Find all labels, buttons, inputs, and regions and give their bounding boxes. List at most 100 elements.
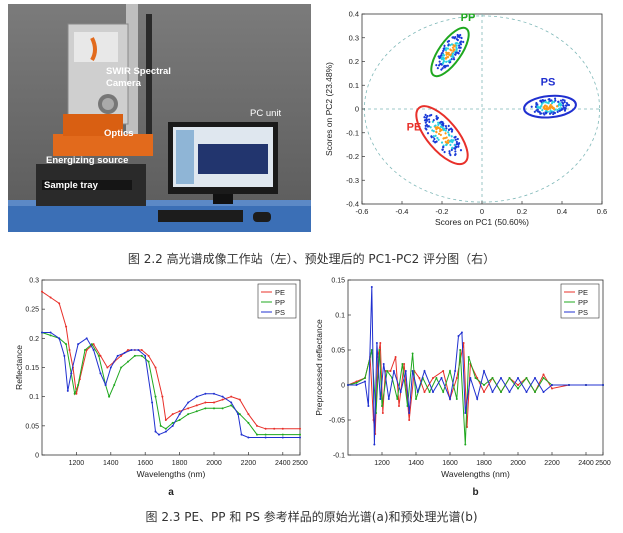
pre-y-tick-label: 0.1 xyxy=(335,313,345,320)
score-point xyxy=(430,135,433,138)
raw-x-tick-label: 1600 xyxy=(137,460,153,467)
raw-point-ps xyxy=(187,401,190,404)
pre-point-pp xyxy=(396,398,399,400)
pre-x-tick-label: 2400 xyxy=(578,460,594,467)
raw-point-pe xyxy=(49,296,52,299)
pre-x-tick-label: 1400 xyxy=(408,460,424,467)
score-point xyxy=(456,137,459,141)
score-point xyxy=(442,65,446,68)
raw-point-ps xyxy=(171,424,174,427)
pre-point-ps xyxy=(373,443,376,446)
pre-point-pe xyxy=(379,342,382,344)
raw-point-ps xyxy=(195,395,198,398)
pre-point-pp xyxy=(401,363,404,365)
score-point xyxy=(433,137,436,141)
raw-panel-label: a xyxy=(168,487,174,498)
score-point xyxy=(552,112,555,116)
score-point xyxy=(454,153,457,157)
score-point xyxy=(558,109,561,112)
pre-point-ps xyxy=(500,377,502,379)
score-point xyxy=(451,55,454,59)
score-point xyxy=(536,110,540,113)
score-point xyxy=(448,150,451,153)
cluster-label-pp: PP xyxy=(461,12,476,24)
score-point xyxy=(445,60,448,63)
score-point xyxy=(540,112,543,115)
pre-x-tick-label: 2200 xyxy=(544,460,560,467)
pre-series-ps xyxy=(348,286,603,445)
score-point xyxy=(556,105,559,108)
score-point xyxy=(441,123,444,126)
score-point xyxy=(427,125,430,128)
score-point xyxy=(450,148,453,152)
score-point xyxy=(545,101,548,104)
pca-x-tick-label: -0.2 xyxy=(436,207,449,216)
pre-point-pe xyxy=(423,391,426,393)
pre-point-pe xyxy=(403,363,406,365)
score-point xyxy=(434,134,437,137)
pca-y-tick-label: -0.4 xyxy=(346,200,359,209)
raw-point-ps xyxy=(104,384,107,386)
pre-point-pe xyxy=(355,380,358,383)
score-point xyxy=(431,120,434,123)
raw-x-tick-label: 2200 xyxy=(241,460,257,467)
score-point xyxy=(539,99,542,103)
pre-point-pe xyxy=(394,356,397,358)
workstation-illustration xyxy=(8,4,311,232)
score-point xyxy=(455,44,458,47)
score-point xyxy=(447,39,451,43)
pre-point-ps xyxy=(460,331,463,334)
raw-point-pe xyxy=(273,427,276,430)
raw-point-ps xyxy=(70,372,73,375)
raw-point-ps xyxy=(137,349,140,351)
score-point xyxy=(443,44,446,47)
score-point xyxy=(454,53,457,56)
score-point xyxy=(563,99,566,102)
score-point xyxy=(444,132,447,135)
raw-series-pe xyxy=(41,291,300,430)
score-point xyxy=(451,36,454,39)
score-point xyxy=(558,107,561,110)
pre-x-tick-label: 2500 xyxy=(595,460,611,467)
raw-point-ps xyxy=(299,436,301,439)
raw-point-ps xyxy=(164,430,167,433)
pre-point-pp xyxy=(474,377,477,379)
pre-point-ps xyxy=(508,391,511,393)
score-point xyxy=(454,145,457,148)
pre-x-tick-label: 1800 xyxy=(476,460,492,467)
pre-point-ps xyxy=(525,391,528,393)
raw-spectra-chart: 1200 1400 1600 1800 2000 2200 2400 2500 0.3 0.25 0… xyxy=(14,278,308,499)
score-point xyxy=(546,101,550,105)
raw-point-pe xyxy=(204,401,207,404)
score-point xyxy=(550,102,554,105)
raw-point-pe xyxy=(68,349,71,351)
raw-point-pe xyxy=(161,395,164,398)
pre-point-pp xyxy=(467,356,470,358)
pre-panel-label: b xyxy=(472,487,478,498)
raw-point-ps xyxy=(230,401,233,404)
score-point xyxy=(444,49,448,52)
pre-y-tick-label: -0.1 xyxy=(333,453,345,460)
label-sample-tray: Sample tray xyxy=(44,180,98,191)
raw-point-ps xyxy=(63,354,66,357)
pre-point-pp xyxy=(491,377,494,379)
pre-point-pp xyxy=(464,443,467,446)
score-point xyxy=(459,46,462,49)
score-point xyxy=(446,52,449,55)
score-point xyxy=(436,116,440,119)
score-point xyxy=(443,136,447,140)
pre-point-ps xyxy=(568,384,570,386)
pre-point-pe xyxy=(432,377,434,379)
pre-point-ps xyxy=(375,342,378,344)
raw-point-ps xyxy=(247,436,250,439)
pre-point-pe xyxy=(551,387,553,390)
score-point xyxy=(440,58,444,61)
score-point xyxy=(544,104,547,107)
score-point xyxy=(438,60,441,63)
raw-legend-box xyxy=(257,283,297,319)
score-point xyxy=(445,143,448,146)
pre-point-pp xyxy=(355,381,358,384)
score-point xyxy=(540,102,544,105)
raw-point-ps xyxy=(240,433,243,436)
raw-point-pe xyxy=(238,398,241,401)
